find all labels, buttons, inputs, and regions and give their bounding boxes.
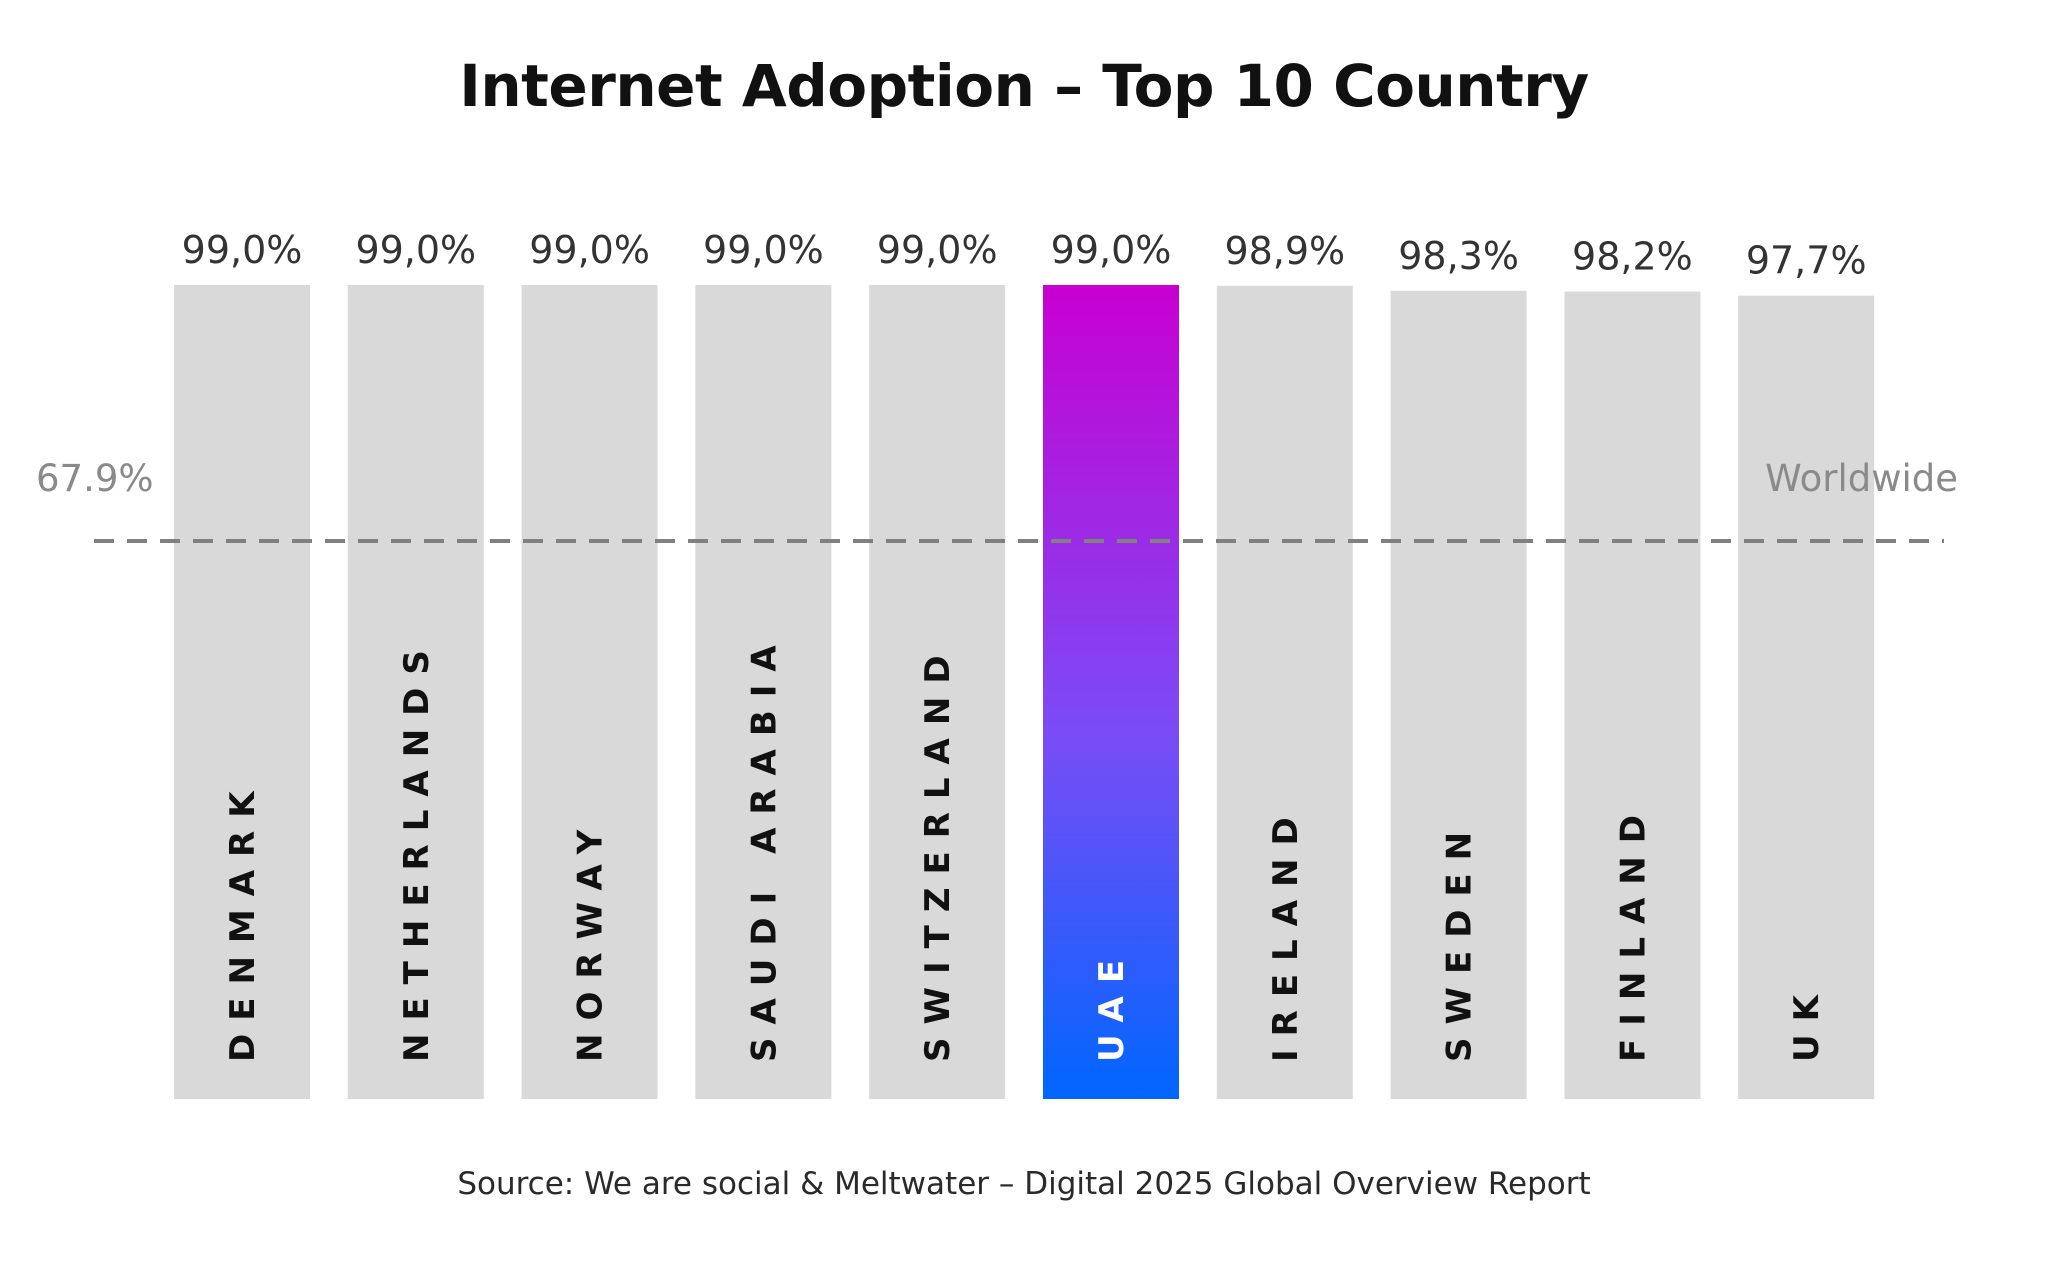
reference-value-label: 67.9% [36, 457, 154, 500]
category-label: FINLAND [1613, 802, 1653, 1062]
category-label: SWEDEN [1440, 819, 1480, 1062]
bar-finland [1564, 291, 1701, 1100]
bars-group: 99,0% DENMARK 99,0% NETHERLANDS 99,0% NORWAY 9… [174, 228, 1875, 1100]
reference-name-label: Worldwide [1765, 457, 1958, 500]
bar-uk [1738, 295, 1875, 1099]
value-label: 99,0% [877, 228, 998, 272]
bar-sweden [1390, 290, 1527, 1099]
value-label: 99,0% [182, 228, 303, 272]
value-label: 97,7% [1746, 239, 1867, 283]
value-label: 99,0% [1051, 228, 1172, 272]
bar-denmark [174, 285, 310, 1099]
category-label: DENMARK [223, 778, 263, 1062]
bar-uae [1043, 285, 1179, 1099]
bar-switzerland [869, 285, 1006, 1099]
bar-norway [521, 285, 658, 1099]
category-label: IRELAND [1266, 804, 1306, 1062]
bar-saudi-arabia [695, 285, 832, 1099]
reference-group: 67.9% Worldwide [36, 457, 1958, 543]
value-label: 98,2% [1572, 235, 1693, 279]
category-label: UK [1787, 982, 1827, 1062]
value-label: 98,3% [1398, 234, 1519, 278]
chart-title: Internet Adoption – Top 10 Country [459, 52, 1589, 120]
value-label: 99,0% [529, 228, 650, 272]
category-label: NETHERLANDS [397, 637, 437, 1062]
source-note: Source: We are social & Meltwater – Digi… [457, 1166, 1591, 1202]
value-label: 98,9% [1224, 229, 1345, 273]
bar-ireland [1216, 285, 1353, 1099]
bar-netherlands [347, 285, 484, 1099]
category-label: SAUDI ARABIA [744, 632, 784, 1062]
category-label: UAE [1092, 947, 1132, 1062]
category-label: NORWAY [571, 817, 611, 1062]
value-label: 99,0% [355, 228, 476, 272]
category-label: SWITZERLAND [918, 642, 958, 1062]
value-label: 99,0% [703, 228, 824, 272]
